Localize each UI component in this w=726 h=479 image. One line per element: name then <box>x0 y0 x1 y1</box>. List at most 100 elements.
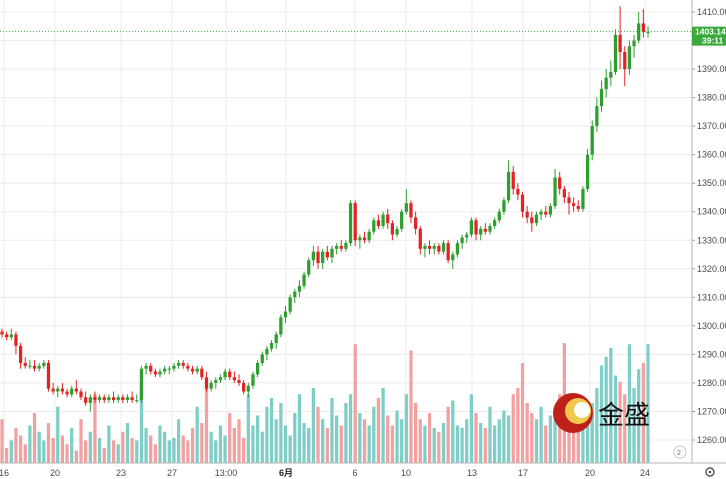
volume-bar <box>139 385 144 463</box>
volume-bar <box>479 423 483 463</box>
volume-bar <box>297 394 302 463</box>
candle-body <box>297 285 302 292</box>
candle-body <box>395 228 399 235</box>
x-tick-label: 13 <box>467 468 477 478</box>
x-tick-label: 6 <box>352 468 357 478</box>
volume-bar <box>130 438 134 463</box>
volume-bar <box>609 348 613 463</box>
candle-body <box>116 397 120 401</box>
volume-bar <box>641 363 645 463</box>
volume-bar <box>325 428 329 463</box>
y-tick-label: 1290.00 <box>697 349 726 359</box>
candle-body <box>302 274 306 286</box>
volume-bar <box>437 431 441 463</box>
volume-bar <box>493 425 497 463</box>
watermark-text: 金盛 <box>598 401 650 431</box>
candle-body <box>283 311 288 318</box>
volume-bar <box>32 413 37 463</box>
volume-bar <box>548 415 553 463</box>
candle-body <box>93 397 97 401</box>
candle-body <box>321 251 325 264</box>
volume-bar <box>269 398 274 463</box>
volume-bar <box>404 394 408 463</box>
volume-bar <box>283 425 288 463</box>
volume-bar <box>409 350 413 463</box>
y-tick-label: 1390.00 <box>697 64 726 74</box>
candle-body <box>9 334 13 338</box>
candle-body <box>65 391 69 395</box>
settings-gear-icon[interactable] <box>705 467 715 477</box>
candle-body <box>534 214 539 224</box>
scale-badge-icon: 2 <box>677 450 681 457</box>
candle-body <box>455 243 460 255</box>
y-tick-label: 1350.00 <box>697 178 726 188</box>
candle-body <box>28 365 32 367</box>
candle-body <box>42 362 46 366</box>
x-tick-label: 10 <box>401 468 411 478</box>
candle-body <box>149 365 153 372</box>
candle-body <box>144 365 148 369</box>
volume-bar <box>553 410 557 463</box>
y-tick-label: 1260.00 <box>697 435 726 445</box>
volume-bar <box>302 423 306 463</box>
volume-bar <box>358 413 362 463</box>
candle-body <box>567 197 571 204</box>
volume-bar <box>632 388 636 463</box>
candle-body <box>255 362 260 375</box>
candle-body <box>623 51 627 70</box>
candle-body <box>627 46 632 70</box>
candle-body <box>37 365 41 369</box>
x-tick-label: 20 <box>50 468 60 478</box>
candle-body <box>56 388 60 392</box>
settings-gear-ring[interactable] <box>705 467 715 477</box>
volume-bar <box>228 413 232 463</box>
candle-body <box>46 362 51 389</box>
volume-bar <box>339 425 343 463</box>
watermark-coin-center <box>574 402 590 418</box>
volume-bar <box>237 419 241 463</box>
candle-body <box>176 362 181 366</box>
candle-body <box>511 171 515 189</box>
scale-badge-circle[interactable] <box>673 445 687 459</box>
candle-body <box>381 214 385 226</box>
x-tick-label: 23 <box>116 468 126 478</box>
x-tick-label: 17 <box>518 468 528 478</box>
y-tick-label: 1370.00 <box>697 121 726 131</box>
scale-badge[interactable]: 2 <box>673 445 687 459</box>
volume-bar <box>176 419 181 463</box>
last-price-value: 1403.14 <box>695 27 726 37</box>
volume-bar <box>469 394 474 463</box>
candle-body <box>102 397 106 401</box>
candle-body <box>479 228 483 235</box>
volume-bar <box>604 356 608 463</box>
volume-bar <box>376 398 381 463</box>
volume-bar <box>232 428 237 463</box>
candle-body <box>465 234 469 238</box>
candle-body <box>51 388 55 392</box>
candle-body <box>516 188 520 195</box>
candle-body <box>362 237 367 241</box>
volume-bar <box>190 428 195 463</box>
candle-body <box>451 254 455 261</box>
candle-body <box>423 245 427 249</box>
volume-bar <box>107 425 111 463</box>
volume-bar <box>613 375 618 463</box>
y-tick-label: 1410.00 <box>697 7 726 17</box>
candle-body <box>167 368 171 370</box>
volume-bar <box>534 419 539 463</box>
volume-bar <box>14 428 18 463</box>
volume-bar <box>88 431 92 463</box>
candle-body <box>376 220 381 226</box>
candle-body <box>14 334 18 346</box>
candle-body <box>218 377 223 381</box>
volume-bar <box>511 394 515 463</box>
candle-body <box>548 206 553 215</box>
volume-bar <box>218 425 223 463</box>
volume-bar <box>56 406 60 463</box>
x-tick-label: 24 <box>640 468 650 478</box>
last-price-tag: 1403.14 39:11 <box>692 26 726 46</box>
candle-body <box>242 382 246 392</box>
candle-body <box>18 345 23 363</box>
candle-body <box>437 245 441 252</box>
